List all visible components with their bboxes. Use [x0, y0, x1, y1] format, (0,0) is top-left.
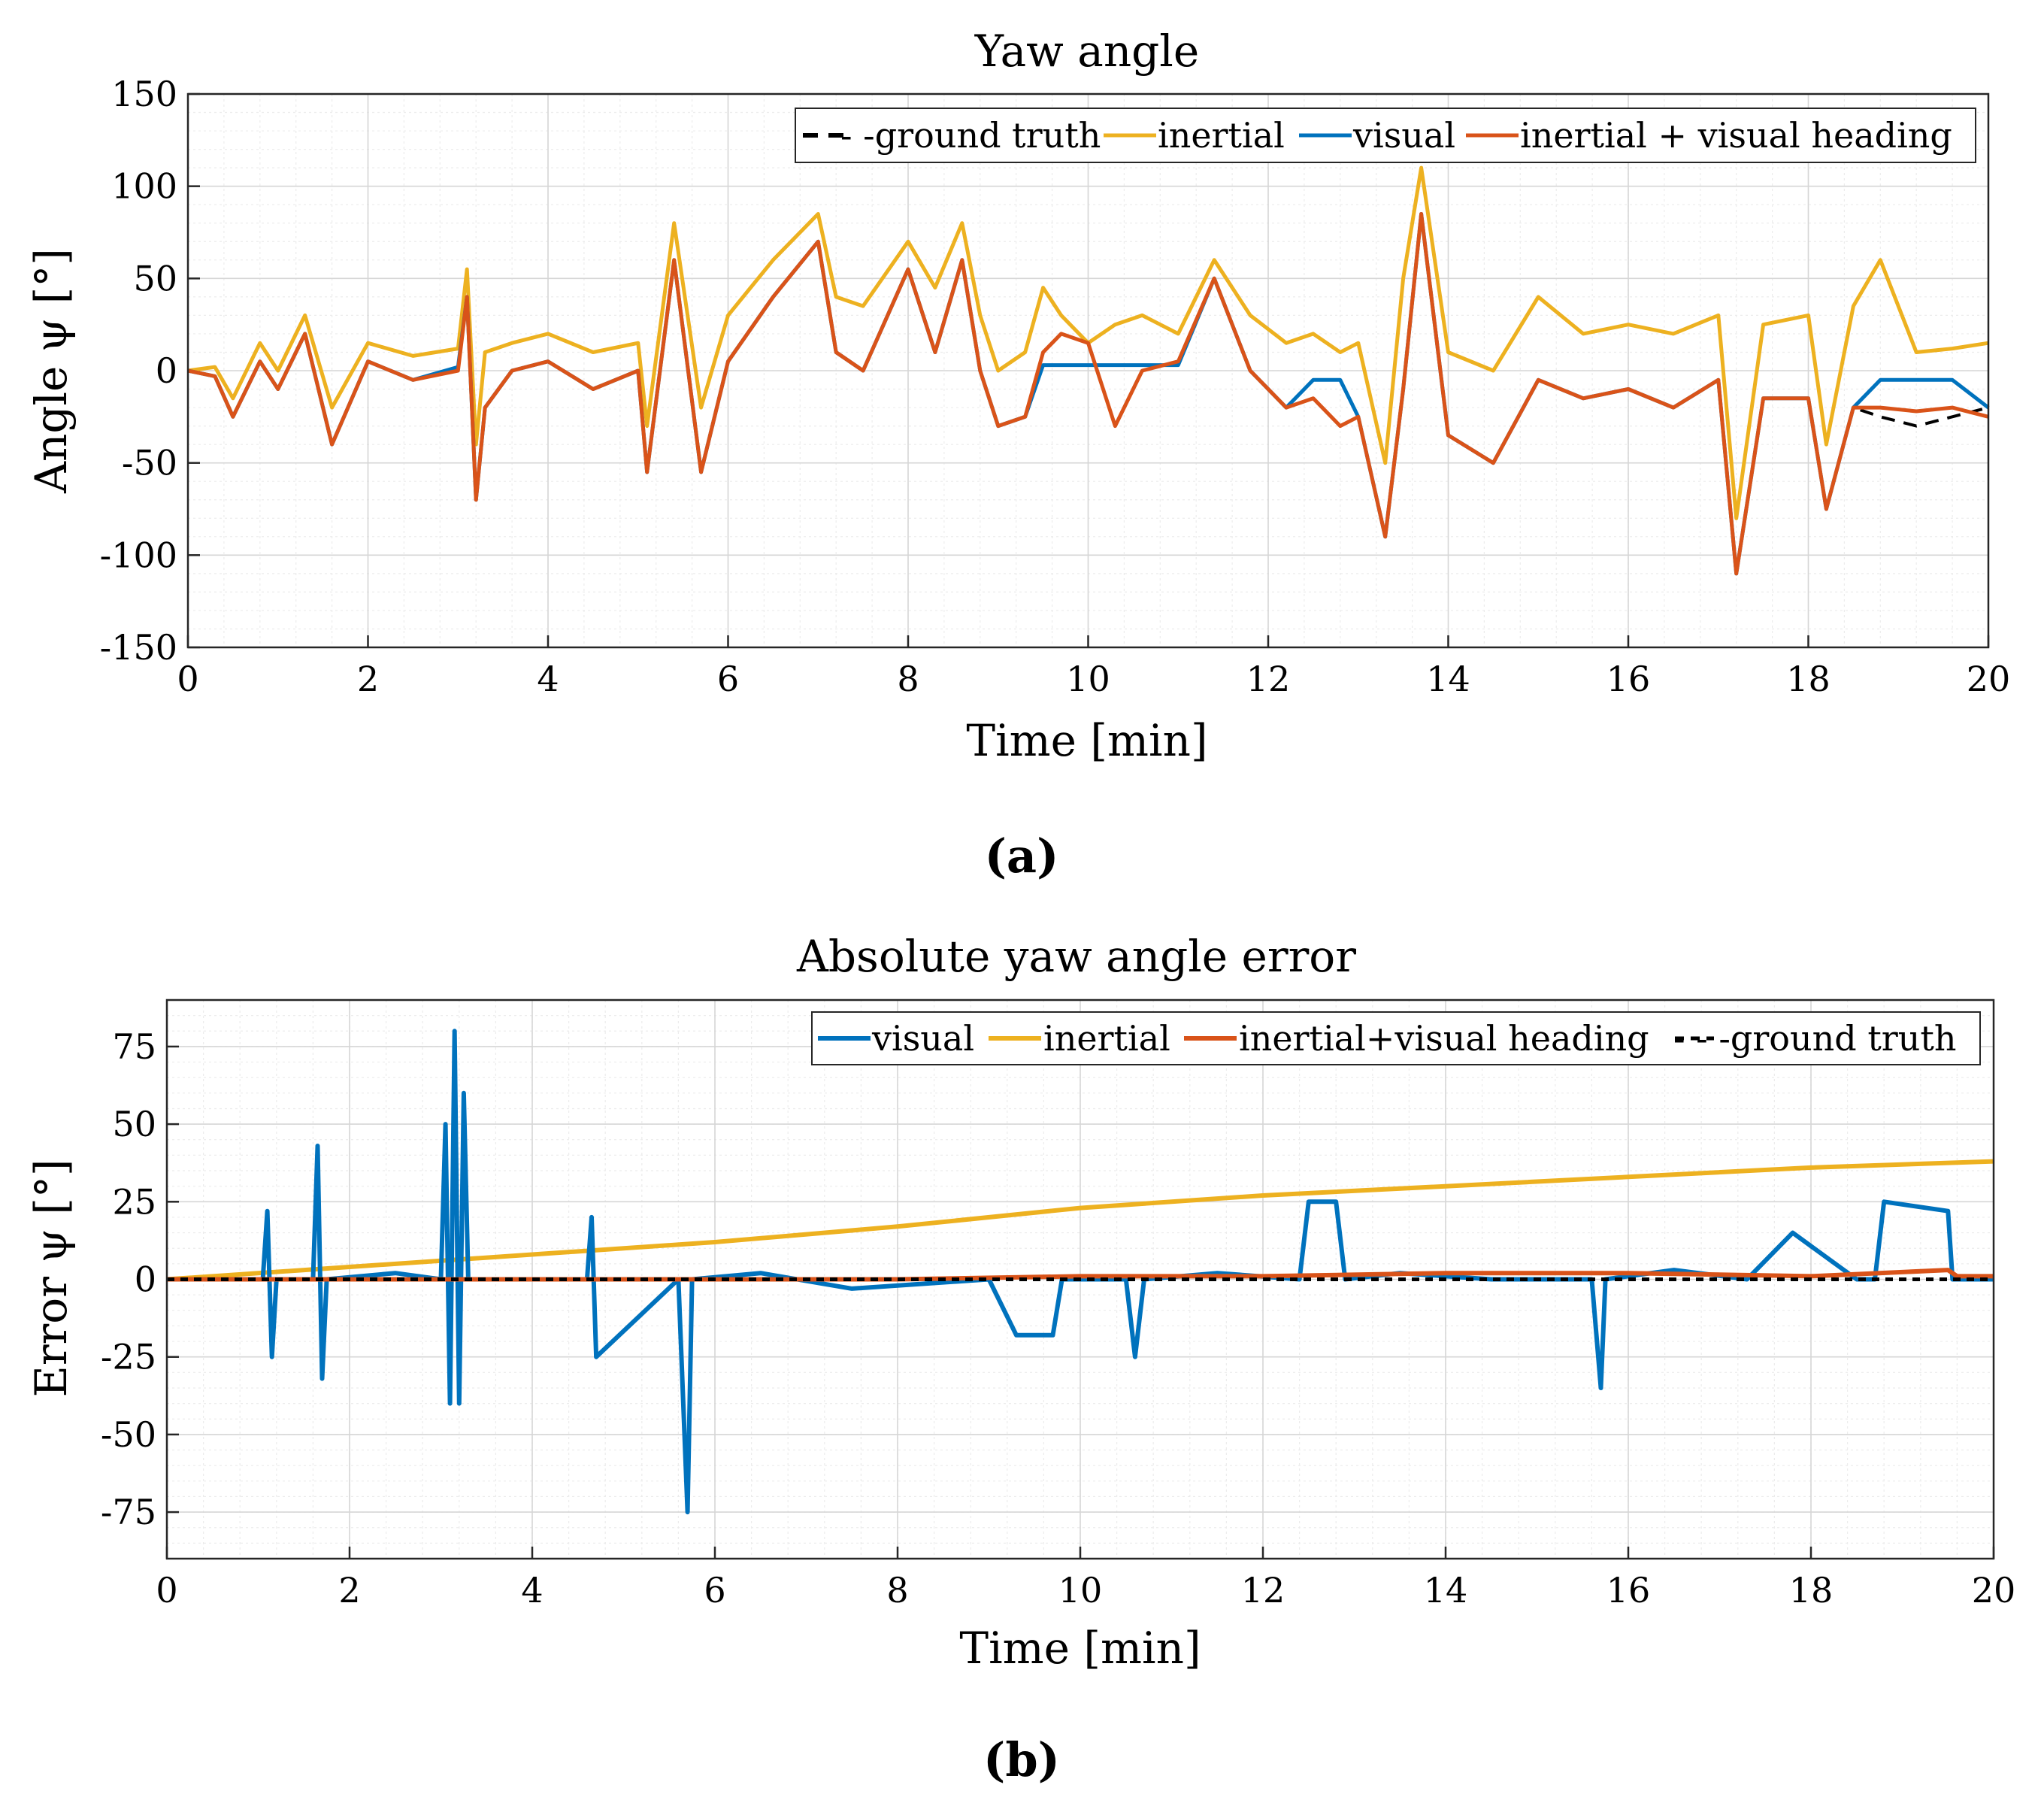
legend-label-inertial-a: inertial [1158, 115, 1285, 156]
x-tick-label: 10 [1066, 659, 1110, 699]
axes-frame-b [165, 998, 1995, 1560]
y-tick-labels-a: 150 100 50 0 -50 -100 -150 [100, 74, 177, 668]
y-tick-label: 0 [135, 1259, 156, 1300]
x-tick-label: 14 [1426, 659, 1470, 699]
chart-panel-a: Yaw angle 0 2 4 6 8 10 12 14 16 18 20 150 100 50 0 -50… [26, 26, 2010, 883]
x-tick-labels-b: 0 2 4 6 8 10 12 14 16 18 20 [156, 1570, 2015, 1611]
legend-label-fusion-a: inertial + visual heading [1520, 115, 1952, 156]
y-tick-labels-b: 75 50 25 0 -25 -50 -75 [101, 1026, 156, 1532]
series-group-a [187, 165, 1990, 576]
legend-label-inertial-b: inertial [1043, 1018, 1170, 1059]
y-tick-label: -50 [122, 443, 177, 483]
chart-title-b: Absolute yaw angle error [796, 931, 1356, 982]
legend-b: visual inertial inertial+visual heading … [811, 1011, 1981, 1065]
x-tick-label: 8 [886, 1570, 908, 1611]
x-tick-label: 18 [1786, 659, 1831, 699]
x-tick-label: 14 [1424, 1570, 1468, 1611]
chart-panel-b: Absolute yaw angle error 0 2 4 6 8 10 12 14 16 18… [26, 931, 2015, 1787]
x-axis-label-a: Time [min] [966, 715, 1207, 766]
x-axis-label-b: Time [min] [959, 1623, 1201, 1674]
legend-label-visual-b: visual [871, 1018, 974, 1059]
y-tick-label: -100 [100, 535, 177, 575]
x-tick-label: 18 [1789, 1570, 1834, 1611]
series-line-inertial [166, 1159, 1994, 1282]
x-tick-label: 10 [1058, 1570, 1103, 1611]
x-tick-label: 2 [338, 1570, 360, 1611]
panel-label-a: (a) [985, 829, 1059, 883]
y-tick-label: 150 [111, 74, 177, 114]
x-tick-label: 20 [1972, 1570, 2016, 1611]
y-tick-label: -150 [100, 627, 177, 668]
x-tick-label: 12 [1246, 659, 1291, 699]
legend-label-visual-a: visual [1352, 115, 1455, 156]
y-tick-label: 100 [111, 166, 177, 207]
y-tick-label: 0 [156, 350, 177, 391]
y-axis-label-a: Angle ψ [°] [26, 248, 77, 494]
y-tick-label: 50 [112, 1104, 156, 1144]
y-tick-label: 50 [133, 258, 177, 298]
y-tick-label: -25 [101, 1337, 156, 1377]
legend-box-a [795, 108, 1976, 163]
y-tick-label: -75 [101, 1492, 156, 1532]
legend-label-ground-truth-b: - - -ground truth [1673, 1018, 1957, 1059]
y-tick-label: 75 [112, 1026, 156, 1067]
y-tick-label: 25 [112, 1181, 156, 1222]
x-tick-label: 6 [704, 1570, 725, 1611]
axes-frame-a [186, 92, 1990, 649]
x-tick-label: 0 [156, 1570, 177, 1611]
x-tick-label: 4 [537, 659, 559, 699]
x-tick-label: 2 [357, 659, 379, 699]
x-tick-label: 8 [897, 659, 919, 699]
series-line-inertial-visual-heading [187, 212, 1989, 576]
x-tick-labels-a: 0 2 4 6 8 10 12 14 16 18 20 [177, 659, 2010, 699]
legend-a: - -ground truth inertial visual inertial… [795, 108, 1976, 163]
x-tick-label: 12 [1241, 1570, 1285, 1611]
x-tick-label: 6 [717, 659, 739, 699]
grid-a [186, 92, 1990, 649]
x-tick-label: 16 [1606, 659, 1651, 699]
y-axis-label-b: Error ψ [°] [26, 1159, 77, 1397]
x-tick-label: 16 [1606, 1570, 1651, 1611]
y-tick-label: -50 [101, 1414, 156, 1455]
x-tick-label: 20 [1967, 659, 2011, 699]
panel-label-b: (b) [983, 1732, 1060, 1787]
chart-title-a: Yaw angle [974, 26, 1199, 77]
x-tick-label: 0 [177, 659, 198, 699]
legend-label-fusion-b: inertial+visual heading [1239, 1018, 1649, 1059]
series-group-b [166, 1029, 1994, 1515]
x-tick-label: 4 [521, 1570, 543, 1611]
legend-label-ground-truth-a: - -ground truth [840, 115, 1101, 156]
